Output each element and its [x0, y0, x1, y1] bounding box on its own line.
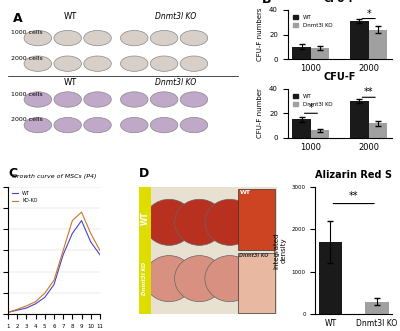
Text: D: D [139, 167, 149, 180]
Circle shape [180, 118, 208, 133]
Circle shape [205, 199, 254, 245]
Title: Alizarin Red S: Alizarin Red S [315, 170, 392, 180]
Circle shape [54, 92, 82, 107]
Circle shape [180, 30, 208, 46]
Bar [311, 130, 330, 138]
Text: 1000 cells: 1000 cells [12, 30, 43, 35]
Circle shape [54, 56, 82, 71]
Circle shape [174, 256, 224, 302]
Circle shape [24, 30, 52, 46]
Circle shape [150, 30, 178, 46]
Bar [369, 29, 387, 59]
Bar [319, 242, 342, 314]
Text: *: * [366, 9, 371, 19]
Circle shape [120, 56, 148, 71]
Circle shape [150, 118, 178, 133]
Bar [369, 123, 387, 138]
Title: CFU-F: CFU-F [324, 72, 356, 82]
Text: B: B [262, 0, 271, 6]
Circle shape [205, 256, 254, 302]
Text: *: * [308, 103, 313, 114]
Text: C: C [8, 167, 17, 180]
Circle shape [150, 56, 178, 71]
Bar [238, 189, 275, 251]
Circle shape [144, 199, 194, 245]
Circle shape [180, 92, 208, 107]
Bar [350, 101, 369, 138]
Bar [365, 302, 388, 314]
Text: **: ** [364, 87, 374, 97]
Text: WT: WT [140, 212, 150, 225]
Circle shape [84, 92, 111, 107]
Bar [350, 21, 369, 59]
Text: WT: WT [63, 78, 77, 87]
Circle shape [84, 30, 111, 46]
Text: Dnmt3l KO: Dnmt3l KO [155, 13, 196, 22]
Text: 1000 cells: 1000 cells [12, 92, 43, 97]
Title: CFU-F: CFU-F [324, 0, 356, 4]
Circle shape [24, 118, 52, 133]
Legend: WT, Dnmt3l KO: WT, Dnmt3l KO [290, 91, 334, 109]
Circle shape [24, 56, 52, 71]
Circle shape [84, 56, 111, 71]
Circle shape [120, 92, 148, 107]
Text: Dnmt3l KO: Dnmt3l KO [239, 253, 269, 258]
Legend: WT, Dnmt3l KO: WT, Dnmt3l KO [290, 13, 334, 30]
Title: Growth curve of MSCs (P4): Growth curve of MSCs (P4) [12, 174, 96, 179]
Circle shape [180, 56, 208, 71]
Circle shape [54, 30, 82, 46]
Circle shape [84, 118, 111, 133]
Text: A: A [12, 13, 22, 25]
Y-axis label: CFU-F number: CFU-F number [258, 88, 264, 138]
Circle shape [120, 30, 148, 46]
Bar [139, 186, 151, 314]
Y-axis label: Integrated
density: Integrated density [273, 232, 286, 269]
Circle shape [120, 118, 148, 133]
Bar [238, 253, 275, 313]
Text: WT: WT [239, 190, 250, 195]
Text: Dnmt3l KO: Dnmt3l KO [142, 262, 148, 295]
Legend: WT, KO-KO: WT, KO-KO [10, 189, 40, 205]
Text: WT: WT [63, 13, 77, 22]
Text: 2000 cells: 2000 cells [12, 118, 43, 122]
Circle shape [24, 92, 52, 107]
Text: 2000 cells: 2000 cells [12, 56, 43, 61]
Text: Dnmt3l KO: Dnmt3l KO [155, 78, 196, 87]
Bar [292, 119, 311, 138]
Bar [292, 47, 311, 59]
Y-axis label: CFU-F numbers: CFU-F numbers [258, 8, 264, 61]
Circle shape [54, 118, 82, 133]
Circle shape [174, 199, 224, 245]
Bar [311, 48, 330, 59]
Circle shape [144, 256, 194, 302]
Text: **: ** [349, 191, 358, 201]
Circle shape [150, 92, 178, 107]
